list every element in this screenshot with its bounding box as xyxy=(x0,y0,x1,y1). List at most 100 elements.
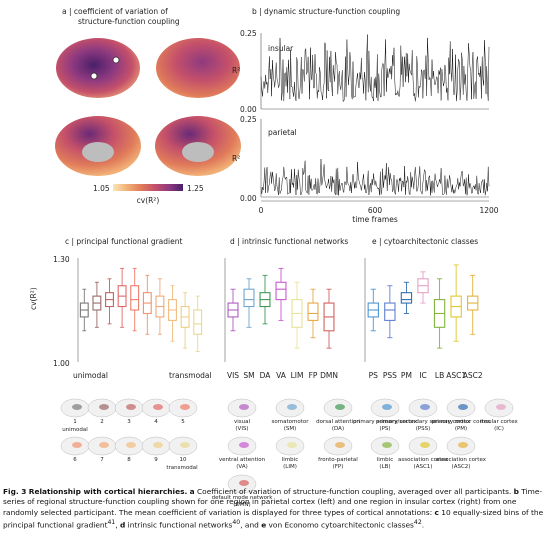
panel-c-xlabel-left: unimodal xyxy=(73,371,108,380)
network-abbr: (DMN) xyxy=(233,502,251,508)
cyto-abbr: (IC) xyxy=(494,426,504,432)
parietal-series xyxy=(260,158,490,196)
insular-series xyxy=(260,34,490,102)
time-series-plots xyxy=(260,33,490,202)
gradient-bin-label: 4 xyxy=(154,419,158,425)
network-name: default mode network xyxy=(211,495,273,501)
panel-c-ylabel: cv(R²) xyxy=(29,287,38,310)
category-label: VIS xyxy=(226,371,240,380)
panel-e-title: e | cytoarchitectonic classes xyxy=(372,237,479,246)
box xyxy=(130,285,140,311)
panel-c-ytick-min: 1.00 xyxy=(53,359,70,368)
category-label: IC xyxy=(419,371,427,380)
box-plot-networks xyxy=(224,258,335,362)
xtick-0: 0 xyxy=(258,206,264,215)
network-name: visual xyxy=(233,419,251,425)
gradient-bin-label: 6 xyxy=(73,457,77,463)
gradient-bin-label: 3 xyxy=(127,419,131,425)
network-name: dorsal attention xyxy=(316,419,360,425)
network-abbr: (FP) xyxy=(332,464,344,470)
category-label: PM xyxy=(400,371,412,380)
insular-ytick-min: 0.00 xyxy=(240,105,257,114)
network-abbr: (SM) xyxy=(283,426,297,432)
category-label: VA xyxy=(276,371,286,380)
cyto-name: primary/secondary sensory cortex xyxy=(375,419,471,425)
category-label: ASC1 xyxy=(446,371,467,380)
colorbar-label: cv(R²) xyxy=(136,196,160,205)
bin-unimodal-label: unimodal xyxy=(62,427,88,433)
box xyxy=(400,292,413,304)
insular-label: insular xyxy=(268,44,294,53)
category-label: PS xyxy=(368,371,378,380)
cyto-name: primary sensory cortex xyxy=(353,419,417,425)
network-name: somatomotor xyxy=(271,419,309,425)
parietal-ytick-min: 0.00 xyxy=(240,194,257,203)
parietal-ylabel: R² xyxy=(232,154,241,163)
panel-c-xlabel-right: transmodal xyxy=(169,371,212,380)
box-plot-gradient xyxy=(77,258,203,362)
gradient-bin-label: 2 xyxy=(100,419,104,425)
network-name: limbic xyxy=(281,457,299,463)
box xyxy=(275,281,287,301)
panel-a-title-line2: structure-function coupling xyxy=(78,17,180,26)
gradient-bin-label: 1 xyxy=(73,419,77,425)
network-abbr: (VA) xyxy=(236,464,248,470)
insular-ylabel: R² xyxy=(232,66,241,75)
box-plot-cytoarchitecture xyxy=(364,258,479,362)
box xyxy=(384,302,396,321)
category-label: DMN xyxy=(320,371,338,380)
category-label: SM xyxy=(243,371,255,380)
insular-region-marker xyxy=(90,72,98,80)
brain-right-lateral xyxy=(156,38,240,98)
category-label: PSS xyxy=(382,371,397,380)
category-label: LIM xyxy=(290,371,304,380)
panel-a-title-line1: a | coefficient of variation of xyxy=(62,7,168,16)
brain-surface-maps xyxy=(55,38,241,176)
cyto-abbr: (PS) xyxy=(379,426,391,432)
cyto-name: limbic xyxy=(376,457,394,463)
gradient-bin-label: 8 xyxy=(127,457,131,463)
annotation-thumbnails xyxy=(60,398,514,494)
xtick-600: 600 xyxy=(367,206,383,215)
category-label: ASC2 xyxy=(462,371,483,380)
parietal-label: parietal xyxy=(268,128,297,137)
cyto-abbr: (PSS) xyxy=(415,426,431,432)
cyto-name: association cortex xyxy=(397,457,449,463)
brain-left-lateral xyxy=(56,38,140,98)
box xyxy=(307,302,319,321)
panel-d-title: d | intrinsic functional networks xyxy=(230,237,349,246)
category-label: DA xyxy=(259,371,271,380)
cyto-abbr: (PM) xyxy=(454,426,468,432)
gradient-bin-label: 10 xyxy=(179,457,187,463)
cyto-name: primary motor cortex xyxy=(431,419,491,425)
box xyxy=(193,309,203,335)
category-label: LB xyxy=(434,371,445,380)
network-name: fronto-parietal xyxy=(318,457,358,463)
colorbar-min: 1.05 xyxy=(93,184,110,193)
panel-b-title: b | dynamic structure-function coupling xyxy=(252,7,401,16)
insular-ytick-max: 0.25 xyxy=(240,29,257,38)
parietal-ytick-max: 0.25 xyxy=(240,115,257,124)
network-abbr: (VIS) xyxy=(235,426,249,432)
category-label: FP xyxy=(308,371,318,380)
gradient-bin-label: 5 xyxy=(181,419,185,425)
network-abbr: (LIM) xyxy=(283,464,297,470)
bin-transmodal-label: transmodal xyxy=(166,465,198,471)
panel-c-title: c | principal functional gradient xyxy=(65,237,183,246)
colorbar-max: 1.25 xyxy=(187,184,204,193)
cyto-abbr: (ASC1) xyxy=(413,464,433,470)
time-xlabel: time frames xyxy=(352,215,398,224)
cyto-abbr: (ASC2) xyxy=(451,464,471,470)
xtick-1200: 1200 xyxy=(479,206,499,215)
cyto-name: association cortex xyxy=(435,457,487,463)
network-abbr: (DA) xyxy=(331,426,345,432)
gradient-bin-label: 7 xyxy=(100,457,104,463)
network-name: ventral attention xyxy=(218,457,266,463)
cyto-abbr: (LB) xyxy=(379,464,391,470)
figure-caption: Fig. 3 Relationship with cortical hierar… xyxy=(3,487,544,530)
cyto-name: insular cortex xyxy=(480,419,518,425)
panel-c-ytick-max: 1.30 xyxy=(53,255,70,264)
parietal-region-marker xyxy=(112,56,120,64)
colorbar xyxy=(113,184,183,191)
gradient-bin-label: 9 xyxy=(154,457,158,463)
